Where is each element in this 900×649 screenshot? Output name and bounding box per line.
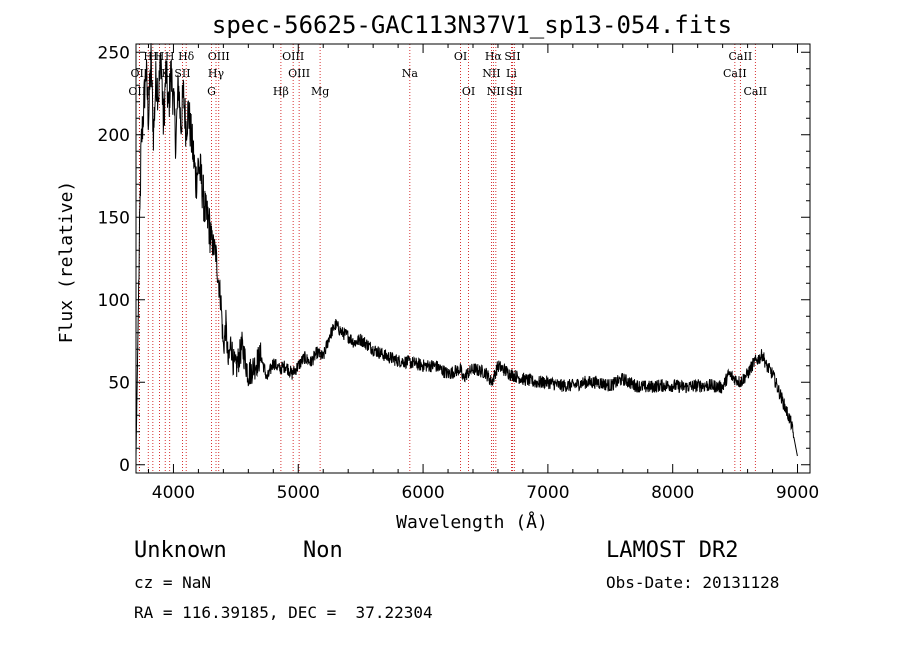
- line-label-12: OIII: [282, 50, 304, 63]
- chart-title: spec-56625-GAC113N37V1_sp13-054.fits: [212, 11, 732, 39]
- line-label-11: G: [207, 85, 216, 98]
- axes: 4000 5000 6000 7000 8000 9000 0 50 100 150 200 250: [98, 43, 820, 503]
- line-label-23: Li: [506, 67, 517, 80]
- line-label-22: SII: [504, 50, 520, 63]
- line-label-0: H: [143, 50, 153, 63]
- y-tick-label-1: 50: [108, 373, 130, 393]
- y-tick-label-0: 0: [119, 456, 130, 476]
- object-subclass: Non: [303, 538, 343, 563]
- line-label-25: CaII: [729, 50, 753, 63]
- line-label-13: OIII: [288, 67, 310, 80]
- line-label-8: Hδ: [178, 50, 195, 63]
- x-tick-label-2: 6000: [401, 483, 444, 503]
- survey-name: LAMOST DR2: [606, 538, 739, 563]
- y-tick-label-3: 150: [98, 208, 130, 228]
- redshift-value: cz = NaN: [134, 573, 212, 592]
- plot-frame: [135, 43, 811, 474]
- line-label-17: OI: [454, 50, 467, 63]
- x-axis-label: Wavelength (Å): [396, 511, 548, 533]
- y-tick-label-5: 250: [98, 43, 130, 63]
- line-label-19: Hα: [485, 50, 503, 63]
- y-tick-label-2: 100: [98, 291, 130, 311]
- spectrum-line-0: [135, 43, 798, 457]
- line-label-16: Na: [402, 67, 419, 80]
- line-label-21: NII: [487, 85, 505, 98]
- line-label-10: Hγ: [208, 67, 225, 80]
- object-class: Unknown: [134, 538, 227, 563]
- spectrum-series: [135, 43, 798, 457]
- y-axis-label: Flux (relative): [56, 181, 77, 344]
- line-label-26: CaII: [723, 67, 747, 80]
- line-label-1: OII: [131, 67, 149, 80]
- line-label-15: Mg: [311, 85, 329, 98]
- observation-date: Obs-Date: 20131128: [606, 573, 780, 592]
- x-tick-label-0: 4000: [152, 483, 195, 503]
- line-label-14: Hβ: [273, 85, 289, 98]
- y-tick-label-4: 200: [98, 126, 130, 146]
- line-label-18: OI: [462, 85, 475, 98]
- line-label-20: NII: [482, 67, 500, 80]
- line-label-27: CaII: [743, 85, 767, 98]
- x-tick-label-3: 7000: [526, 483, 569, 503]
- line-label-5: H: [165, 50, 175, 63]
- line-label-7: SII: [174, 67, 190, 80]
- x-tick-label-4: 8000: [651, 483, 694, 503]
- line-label-9: OIII: [208, 50, 230, 63]
- x-tick-label-1: 5000: [277, 483, 320, 503]
- line-label-24: SII: [506, 85, 522, 98]
- line-label-3: H: [148, 50, 158, 63]
- coordinates: RA = 116.39185, DEC = 37.22304: [134, 603, 433, 622]
- x-tick-label-5: 9000: [776, 483, 819, 503]
